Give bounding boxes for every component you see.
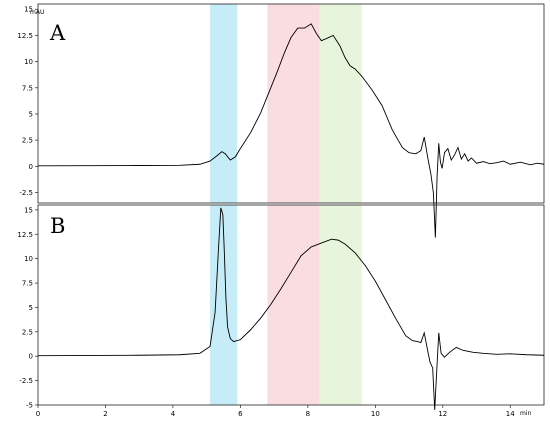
panel-a-y-tick-label: 12.5 [17,32,33,40]
panel-b-x-tick-label: 2 [103,410,107,418]
panel-a-y-tick-label: 15 [24,6,33,14]
panel-b-x-unit-label: min [520,410,532,417]
panel-b-x-tick-label: 6 [238,410,243,418]
panel-b-x-ticks: 0 2 4 6 8 10 12 14 [36,405,515,418]
panel-a-plot-frame [37,3,545,204]
panel-b-x-tick-label: 10 [371,410,380,418]
panel-a-y-tick-label: 5 [29,110,33,118]
panel-b-y-tick-label: -5 [26,402,33,410]
panel-a-shaded-region-3 [319,4,362,203]
panel-b-x-tick-label: 8 [306,410,310,418]
panel-a-shaded-region-1 [210,4,238,203]
panel-a-shaded-region-2 [267,4,320,203]
panel-a-title: A [49,21,66,45]
panel-a-y-tick-label: 0 [29,163,33,171]
panel-a-shaded-regions [210,4,362,203]
panel-a-y-tick-label: 7.5 [22,84,33,92]
panel-b-x-tick-label: 4 [171,410,176,418]
panel-a-y-unit-label: mAU [30,9,44,16]
panel-b-shaded-region-3 [319,205,362,405]
panel-b-x-tick-label: 0 [36,410,40,418]
panel-b-y-tick-label: 5 [29,304,33,312]
panel-b-y-tick-label: -2.5 [19,377,33,385]
panel-b-y-tick-label: 12.5 [17,231,33,239]
panel-b-shaded-regions [210,205,362,405]
panel-b-plot-frame [37,204,545,406]
panel-b-y-tick-label: 7.5 [22,280,33,288]
panel-b-title: B [50,214,65,238]
panel-b-y-ticks: -5 -2.5 0 2.5 5 7.5 10 12.5 15 [17,206,38,410]
panel-b-x-tick-label: 12 [438,410,447,418]
panel-a-y-tick-label: 10 [24,58,33,66]
panel-a-y-tick-label: 2.5 [22,137,33,145]
panel-b-y-tick-label: 15 [24,206,33,214]
panel-b-chart: -5 -2.5 0 2.5 5 7.5 10 12.5 15 0 2 4 6 8 10 12 14 min B [17,204,545,418]
panel-b-y-tick-label: 10 [24,255,33,263]
panel-a-chart: -2.5 0 2.5 5 7.5 10 12.5 15 mAU A [17,3,545,238]
panel-b-y-tick-label: 2.5 [22,328,33,336]
panel-b-y-tick-label: 0 [29,353,33,361]
panel-b-x-tick-label: 14 [506,410,515,418]
panel-a-series-line [37,23,545,238]
panel-a-y-ticks: -2.5 0 2.5 5 7.5 10 12.5 15 [17,6,38,197]
panel-a-y-tick-label: -2.5 [19,189,33,197]
panel-b-series-line [37,207,545,410]
panel-b-shaded-region-2 [267,205,320,405]
